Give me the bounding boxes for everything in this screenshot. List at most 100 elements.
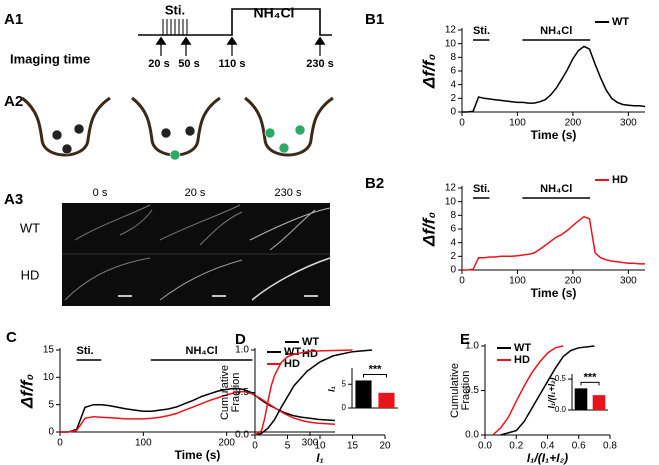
y-tick-label: 12 <box>445 183 457 194</box>
x-tick-label: 0.4 <box>541 441 555 452</box>
x-tick-label: 100 <box>135 438 152 449</box>
panel-label: E <box>460 331 470 348</box>
significance: *** <box>369 363 383 375</box>
y-axis-label: Fraction <box>230 373 242 413</box>
legend-label: WT <box>284 346 301 358</box>
bar <box>378 392 395 408</box>
y-tick-label: 0 <box>450 265 456 276</box>
x-tick-label: 15 <box>347 441 359 452</box>
y-axis-label: Cumulative <box>449 363 461 418</box>
panel-label: B2 <box>365 175 384 192</box>
x-tick-label: 200 <box>218 438 235 449</box>
x-tick-label: 200 <box>565 118 582 129</box>
legend-label: WT <box>302 336 319 348</box>
y-tick-label: 2 <box>450 93 456 104</box>
y-axis-label: I₁/(I₁+I₂) <box>546 377 556 408</box>
legend-label: HD <box>302 348 318 360</box>
legend-label: WT <box>514 342 531 354</box>
y-axis-label: Fraction <box>460 371 472 411</box>
x-axis-label: Time (s) <box>531 286 577 300</box>
annotation: NH₄Cl <box>540 183 572 195</box>
x-tick-label: 20 <box>379 441 391 452</box>
x-axis-label: Time (s) <box>531 128 577 142</box>
series-line <box>254 349 353 436</box>
y-axis-label: Δf/f₀ <box>419 54 438 89</box>
series-line <box>500 345 595 436</box>
legend-label: HD <box>284 358 300 370</box>
series-line <box>60 390 336 433</box>
y-tick-label: 4 <box>450 237 456 248</box>
x-tick-label: 0.8 <box>603 441 617 452</box>
x-tick-label: 0 <box>252 441 258 452</box>
x-tick-label: 100 <box>509 276 526 287</box>
x-tick-label: 5 <box>285 441 291 452</box>
x-tick-label: 0 <box>57 438 63 449</box>
image-time: 0 s <box>93 187 108 199</box>
legend-label: HD <box>612 174 628 186</box>
x-tick-label: 0 <box>459 276 465 287</box>
x-tick-label: 0 <box>459 118 465 129</box>
x-tick-label: 300 <box>620 118 637 129</box>
y-tick-label: 8 <box>450 52 456 63</box>
x-tick-label: 100 <box>509 118 526 129</box>
timeline <box>138 8 332 56</box>
time-label: 110 s <box>219 58 246 70</box>
x-tick-label: 10 <box>314 441 326 452</box>
x-axis-label: I₁/(I₁+I₂) <box>527 451 568 465</box>
panel-label: D <box>235 331 246 348</box>
micrographs <box>62 203 331 306</box>
y-axis-label: Δf/f₀ <box>17 374 36 409</box>
y-tick-label: 10 <box>43 372 55 383</box>
y-tick-label: 10 <box>445 196 457 207</box>
legend-label: HD <box>514 354 530 366</box>
y-tick-label: 0.5 <box>555 374 567 383</box>
bar <box>592 395 606 410</box>
stimulus-label: Sti. <box>165 2 185 17</box>
y-axis-label: I₁ <box>326 386 336 392</box>
bar <box>355 380 372 408</box>
legend-label: WT <box>612 16 629 28</box>
y-tick-label: 6 <box>450 66 456 77</box>
image-time: 230 s <box>275 187 302 199</box>
time-label: 50 s <box>178 58 199 70</box>
y-tick-label: 1.0 <box>235 345 249 356</box>
y-tick-label: 4 <box>450 79 456 90</box>
time-label: 230 s <box>306 58 334 70</box>
panel-label: A1 <box>4 11 23 28</box>
panel-label: B1 <box>365 11 384 28</box>
bar <box>574 388 588 410</box>
annotation: Sti. <box>473 25 490 37</box>
y-tick-label: 15 <box>43 345 55 356</box>
annotation: NH₄Cl <box>186 345 218 357</box>
y-tick-label: 0 <box>342 403 347 412</box>
panel-label: C <box>6 329 17 346</box>
significance: *** <box>584 371 598 383</box>
y-tick-label: 5 <box>342 379 347 388</box>
panel-label: A3 <box>4 191 23 208</box>
panel-label: A2 <box>4 93 23 110</box>
x-tick-label: 200 <box>565 276 582 287</box>
significance-bracket <box>580 381 600 386</box>
y-tick-label: 0 <box>450 107 456 118</box>
x-axis-label: Time (s) <box>175 448 221 462</box>
y-tick-label: 10 <box>445 38 457 49</box>
y-axis-label: Δf/f₀ <box>419 212 438 247</box>
annotation: Sti. <box>473 183 490 195</box>
y-tick-label: 0 <box>48 427 54 438</box>
series-line <box>492 345 564 436</box>
y-tick-label: 0.5 <box>235 387 249 398</box>
treatment-label: NH₄Cl <box>254 5 295 21</box>
y-tick-label: 6 <box>450 224 456 235</box>
time-label: 20 s <box>148 58 169 70</box>
y-tick-label: 2 <box>450 251 456 262</box>
imaging-label: Imaging time <box>10 51 90 66</box>
annotation: NH₄Cl <box>540 25 572 37</box>
y-tick-label: 0.0 <box>235 430 249 441</box>
y-tick-label: 12 <box>445 25 457 36</box>
y-axis-label: Cumulative <box>219 365 231 420</box>
y-tick-label: 5 <box>48 399 54 410</box>
row-label: HD <box>21 267 40 282</box>
significance-bracket <box>363 373 387 378</box>
image-time: 20 s <box>185 187 206 199</box>
series-line <box>462 215 645 271</box>
